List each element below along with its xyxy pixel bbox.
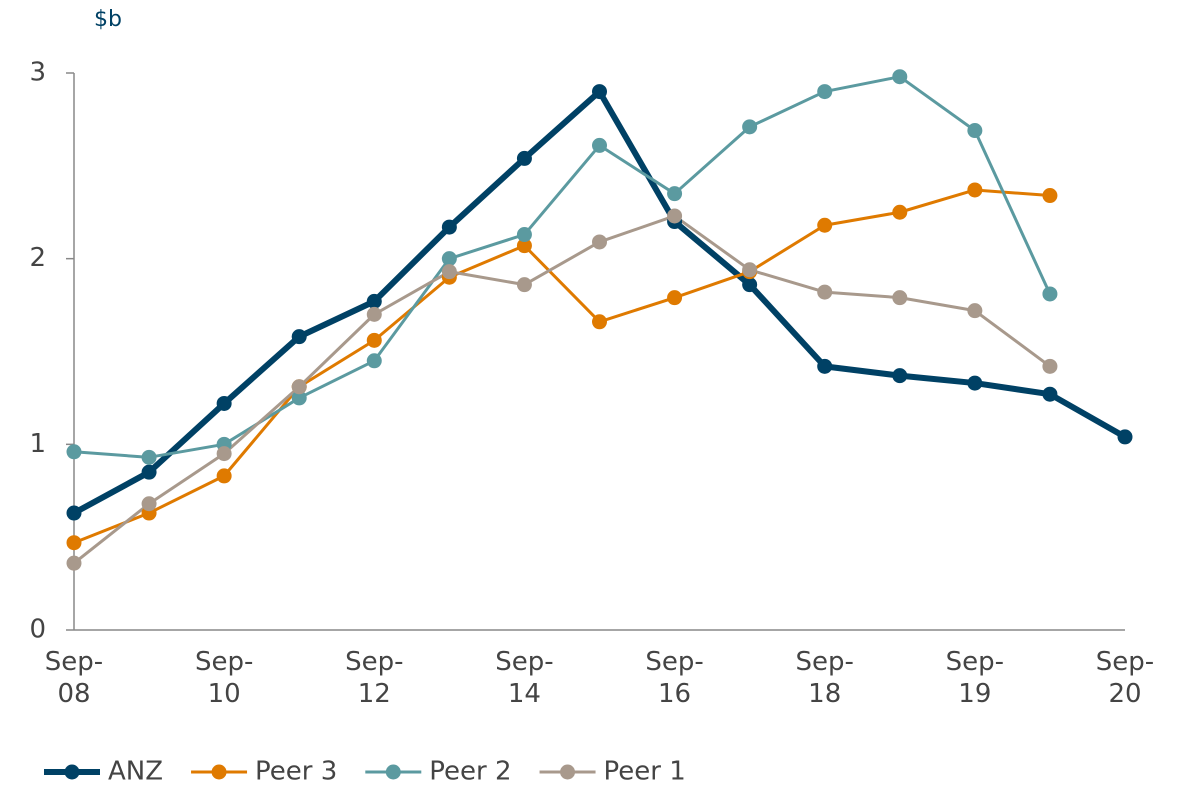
- point: [592, 137, 607, 153]
- y-tick-label: 1: [29, 429, 46, 459]
- point: [742, 119, 758, 135]
- point: [516, 227, 532, 243]
- y-axis-label: $b: [94, 7, 122, 32]
- legend-marker: [560, 764, 576, 780]
- point: [66, 444, 82, 460]
- point: [291, 390, 307, 406]
- point: [967, 182, 983, 198]
- point: [1117, 429, 1133, 445]
- legend-label: Peer 1: [604, 757, 686, 787]
- legend-marker: [385, 764, 401, 780]
- point: [216, 446, 232, 462]
- point: [892, 204, 908, 220]
- point: [441, 219, 457, 235]
- point: [817, 217, 833, 233]
- point: [216, 468, 232, 484]
- point: [1042, 286, 1058, 302]
- x-tick-label: Sep-18: [795, 647, 854, 709]
- point: [66, 555, 82, 571]
- point: [892, 69, 908, 85]
- point: [291, 329, 307, 345]
- point: [667, 290, 683, 306]
- point: [441, 264, 457, 280]
- legend-marker: [64, 764, 80, 780]
- point: [892, 368, 908, 384]
- point: [817, 284, 833, 300]
- point: [66, 505, 82, 521]
- x-tick-label: Sep-10: [194, 647, 254, 709]
- series-line: [73, 188, 1051, 545]
- point: [141, 464, 157, 480]
- legend-label: ANZ: [108, 757, 163, 787]
- point: [592, 314, 607, 330]
- point: [141, 496, 157, 512]
- point: [441, 251, 457, 267]
- point: [216, 395, 232, 411]
- y-tick-label: 3: [29, 58, 46, 88]
- point: [667, 186, 683, 202]
- legend-marker: [211, 764, 227, 780]
- x-tick-label: Sep-20: [1095, 647, 1155, 709]
- point: [516, 238, 532, 254]
- x-tick-label: Sep-19: [945, 647, 1005, 709]
- point: [1042, 188, 1058, 204]
- point: [967, 123, 983, 139]
- point: [592, 234, 607, 250]
- series-line: [72, 88, 1127, 516]
- point: [291, 379, 307, 395]
- point: [892, 290, 908, 306]
- point: [1042, 358, 1058, 374]
- y-tick-label: 0: [29, 615, 46, 645]
- point: [817, 84, 833, 100]
- point: [592, 84, 607, 100]
- x-tick-label: Sep-08: [44, 647, 104, 709]
- point: [366, 353, 382, 369]
- x-tick-label: Sep-14: [495, 647, 554, 709]
- point: [817, 358, 833, 374]
- x-tick-label: Sep-12: [345, 647, 404, 709]
- y-tick-label: 2: [29, 243, 46, 273]
- legend-label: Peer 3: [255, 757, 337, 787]
- legend-label: Peer 2: [429, 757, 511, 787]
- point: [742, 262, 758, 278]
- point: [1042, 386, 1058, 402]
- point: [742, 277, 758, 293]
- point: [667, 208, 683, 224]
- series-line: [73, 214, 1051, 565]
- point: [366, 332, 382, 348]
- point: [967, 303, 983, 319]
- x-tick-label: Sep-16: [645, 647, 704, 709]
- point: [66, 535, 82, 551]
- point: [366, 306, 382, 322]
- point: [366, 293, 382, 309]
- point: [141, 449, 157, 465]
- point: [516, 150, 532, 166]
- point: [967, 375, 983, 391]
- point: [516, 277, 532, 293]
- series-line: [73, 75, 1052, 459]
